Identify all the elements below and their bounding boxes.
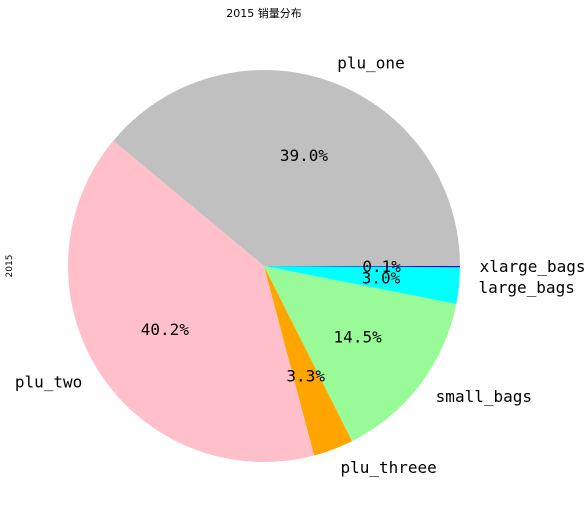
slice-label-plu-two: plu_two — [15, 372, 82, 391]
pie-slice-plu-two — [68, 140, 315, 463]
slice-percent-large-bags: 3.0% — [362, 268, 401, 287]
slice-label-small-bags: small_bags — [436, 387, 532, 406]
y-axis-label: 2015 — [5, 255, 15, 278]
slice-percent-plu-one: 39.0% — [280, 146, 329, 165]
pie-slice-plu-threee — [264, 266, 353, 456]
slice-label-large-bags: large_bags — [479, 278, 575, 297]
pie-labels: plu_one 39.0% plu_two 40.2% plu_threee 3.3% sm… — [15, 54, 585, 477]
slice-label-plu-threee: plu_threee — [340, 458, 436, 477]
pie-slices — [68, 70, 460, 463]
slice-percent-plu-two: 40.2% — [141, 320, 190, 339]
slice-percent-plu-threee: 3.3% — [286, 366, 325, 385]
pie-slice-plu-one — [113, 70, 460, 266]
pie-slice-small-bags — [264, 266, 457, 442]
chart-title: 2015 销量分布 — [226, 6, 302, 20]
pie-slice-xlarge-bags — [264, 266, 460, 268]
slice-percent-small-bags: 14.5% — [334, 328, 383, 347]
slice-label-plu-one: plu_one — [337, 54, 404, 73]
pie-slice-large-bags — [264, 266, 460, 304]
slice-percent-xlarge-bags: 0.1% — [362, 257, 401, 276]
slice-label-xlarge-bags: xlarge_bags — [480, 257, 585, 276]
